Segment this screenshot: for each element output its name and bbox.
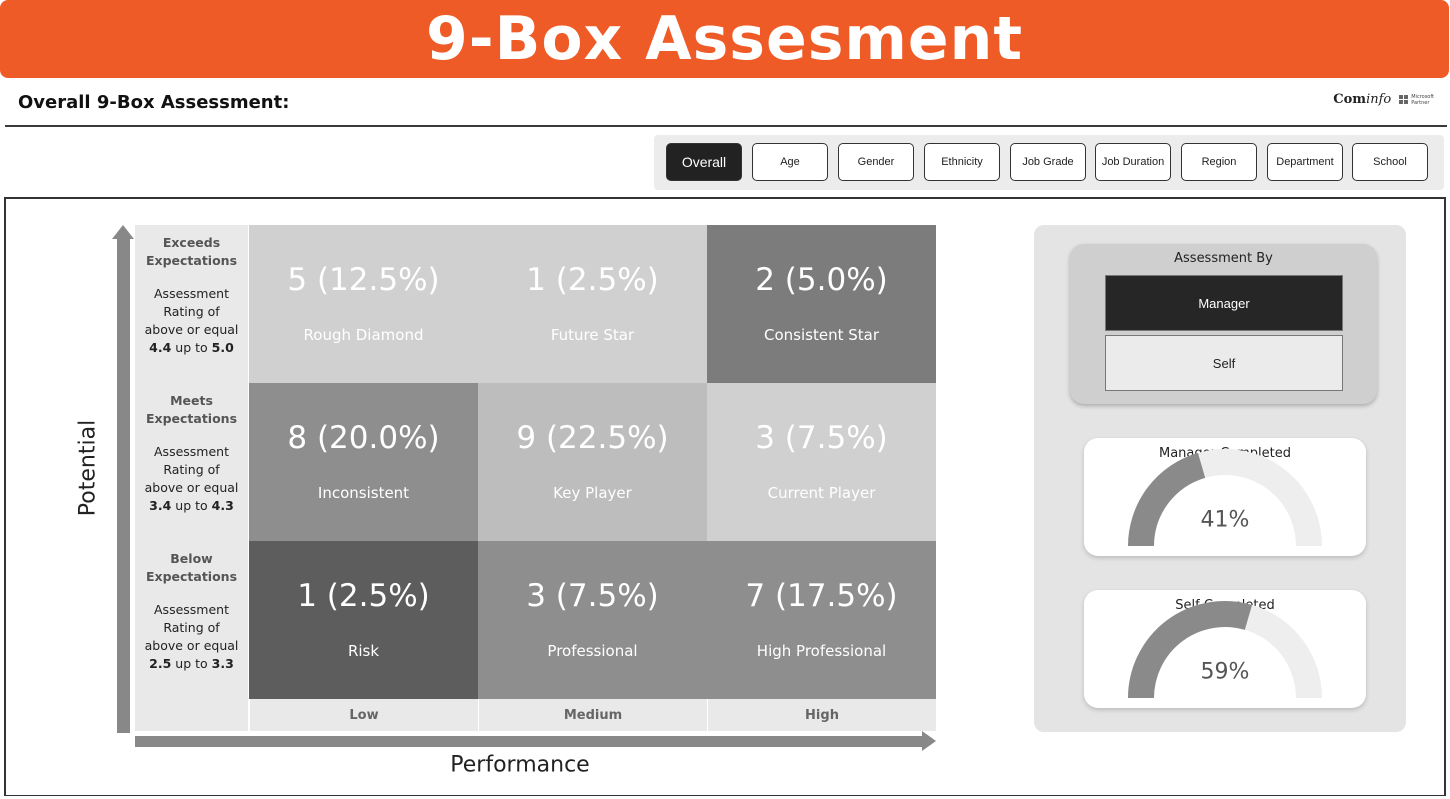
column-label-medium: Medium xyxy=(478,699,707,731)
self-completed-card: Self Completed 59% xyxy=(1084,590,1366,708)
box-count: 8 (20.0%) xyxy=(287,420,440,456)
row-description: Assessment Rating of above or equal 4.4 up … xyxy=(144,286,239,355)
row-label-meets: Meets Expectations Assessment Rating of abo… xyxy=(135,383,248,541)
filter-gender-button[interactable]: Gender xyxy=(838,143,914,181)
box-risk[interactable]: 1 (2.5%) Risk xyxy=(249,541,478,699)
row-title: Meets Expectations xyxy=(145,393,238,426)
box-label: Professional xyxy=(547,642,638,660)
microsoft-logo-icon xyxy=(1399,95,1409,104)
box-inconsistent[interactable]: 8 (20.0%) Inconsistent xyxy=(249,383,478,541)
box-professional[interactable]: 3 (7.5%) Professional xyxy=(478,541,707,699)
filter-school-button[interactable]: School xyxy=(1352,143,1428,181)
gauge-fill xyxy=(1128,601,1253,699)
box-label: Risk xyxy=(347,642,380,660)
filter-overall-button[interactable]: Overall xyxy=(666,143,742,181)
header-divider xyxy=(5,125,1447,127)
box-label: Future Star xyxy=(550,326,635,344)
box-count: 9 (22.5%) xyxy=(516,420,669,456)
filter-ethnicity-button[interactable]: Ethnicity xyxy=(924,143,1000,181)
gauge-fill xyxy=(1128,452,1206,547)
box-current-player[interactable]: 3 (7.5%) Current Player xyxy=(707,383,936,541)
box-label: Key Player xyxy=(553,484,632,502)
box-count: 2 (5.0%) xyxy=(755,262,888,298)
x-axis-title: Performance xyxy=(450,752,590,778)
row-description: Assessment Rating of above or equal 2.5 up … xyxy=(144,602,239,671)
box-future-star[interactable]: 1 (2.5%) Future Star xyxy=(478,225,707,383)
box-count: 1 (2.5%) xyxy=(297,578,430,614)
logo-wordmark: Cominfo xyxy=(1333,92,1392,107)
main-panel xyxy=(4,197,1446,796)
grid-corner xyxy=(135,699,248,731)
row-label-exceeds: Exceeds Expectations Assessment Rating of a… xyxy=(135,225,248,383)
box-high-professional[interactable]: 7 (17.5%) High Professional xyxy=(707,541,936,699)
section-title: Overall 9-Box Assessment: xyxy=(18,92,290,113)
arrow-right-icon xyxy=(922,731,936,751)
box-count: 5 (12.5%) xyxy=(287,262,440,298)
column-label-high: High xyxy=(707,699,936,731)
box-label: Rough Diamond xyxy=(303,326,424,344)
row-description: Assessment Rating of above or equal 3.4 up … xyxy=(144,444,239,513)
gauge-value: 41% xyxy=(1200,507,1250,533)
filter-region-button[interactable]: Region xyxy=(1181,143,1257,181)
gauge-value: 59% xyxy=(1200,659,1250,685)
title-banner: 9-Box Assesment xyxy=(0,0,1449,78)
box-label: Current Player xyxy=(767,484,876,502)
box-consistent-star[interactable]: 2 (5.0%) Consistent Star xyxy=(707,225,936,383)
filter-job-grade-button[interactable]: Job Grade xyxy=(1010,143,1086,181)
assessment-by-title: Assessment By xyxy=(1174,251,1273,266)
manager-completed-gauge xyxy=(1128,449,1322,547)
column-label-low: Low xyxy=(249,699,478,731)
filter-job-duration-button[interactable]: Job Duration xyxy=(1095,143,1171,181)
page-title: 9-Box Assesment xyxy=(425,4,1024,74)
box-label: Inconsistent xyxy=(317,484,410,502)
cominfo-logo: Cominfo Microsoft Partner xyxy=(1333,92,1434,107)
filter-age-button[interactable]: Age xyxy=(752,143,828,181)
manager-completed-card: Manager Completed 41% xyxy=(1084,438,1366,556)
y-axis-title: Potential xyxy=(75,419,101,517)
box-rough-diamond[interactable]: 5 (12.5%) Rough Diamond xyxy=(249,225,478,383)
row-title: Exceeds Expectations xyxy=(145,235,238,268)
microsoft-partner-badge: Microsoft Partner xyxy=(1399,94,1434,106)
row-title: Below Expectations xyxy=(145,551,238,584)
performance-axis-line xyxy=(135,736,924,747)
box-count: 3 (7.5%) xyxy=(755,420,888,456)
box-count: 3 (7.5%) xyxy=(526,578,659,614)
filter-bar: Overall Age Gender Ethnicity Job Grade J… xyxy=(654,135,1444,190)
filter-department-button[interactable]: Department xyxy=(1267,143,1343,181)
row-label-below: Below Expectations Assessment Rating of abo… xyxy=(135,541,248,699)
box-label: High Professional xyxy=(756,642,887,660)
box-count: 7 (17.5%) xyxy=(745,578,898,614)
self-button[interactable]: Self xyxy=(1105,335,1343,391)
potential-axis-line xyxy=(117,237,130,733)
manager-button[interactable]: Manager xyxy=(1105,275,1343,331)
box-count: 1 (2.5%) xyxy=(526,262,659,298)
arrow-up-icon xyxy=(112,225,134,239)
box-key-player[interactable]: 9 (22.5%) Key Player xyxy=(478,383,707,541)
box-label: Consistent Star xyxy=(764,326,879,344)
self-completed-gauge xyxy=(1128,601,1322,699)
